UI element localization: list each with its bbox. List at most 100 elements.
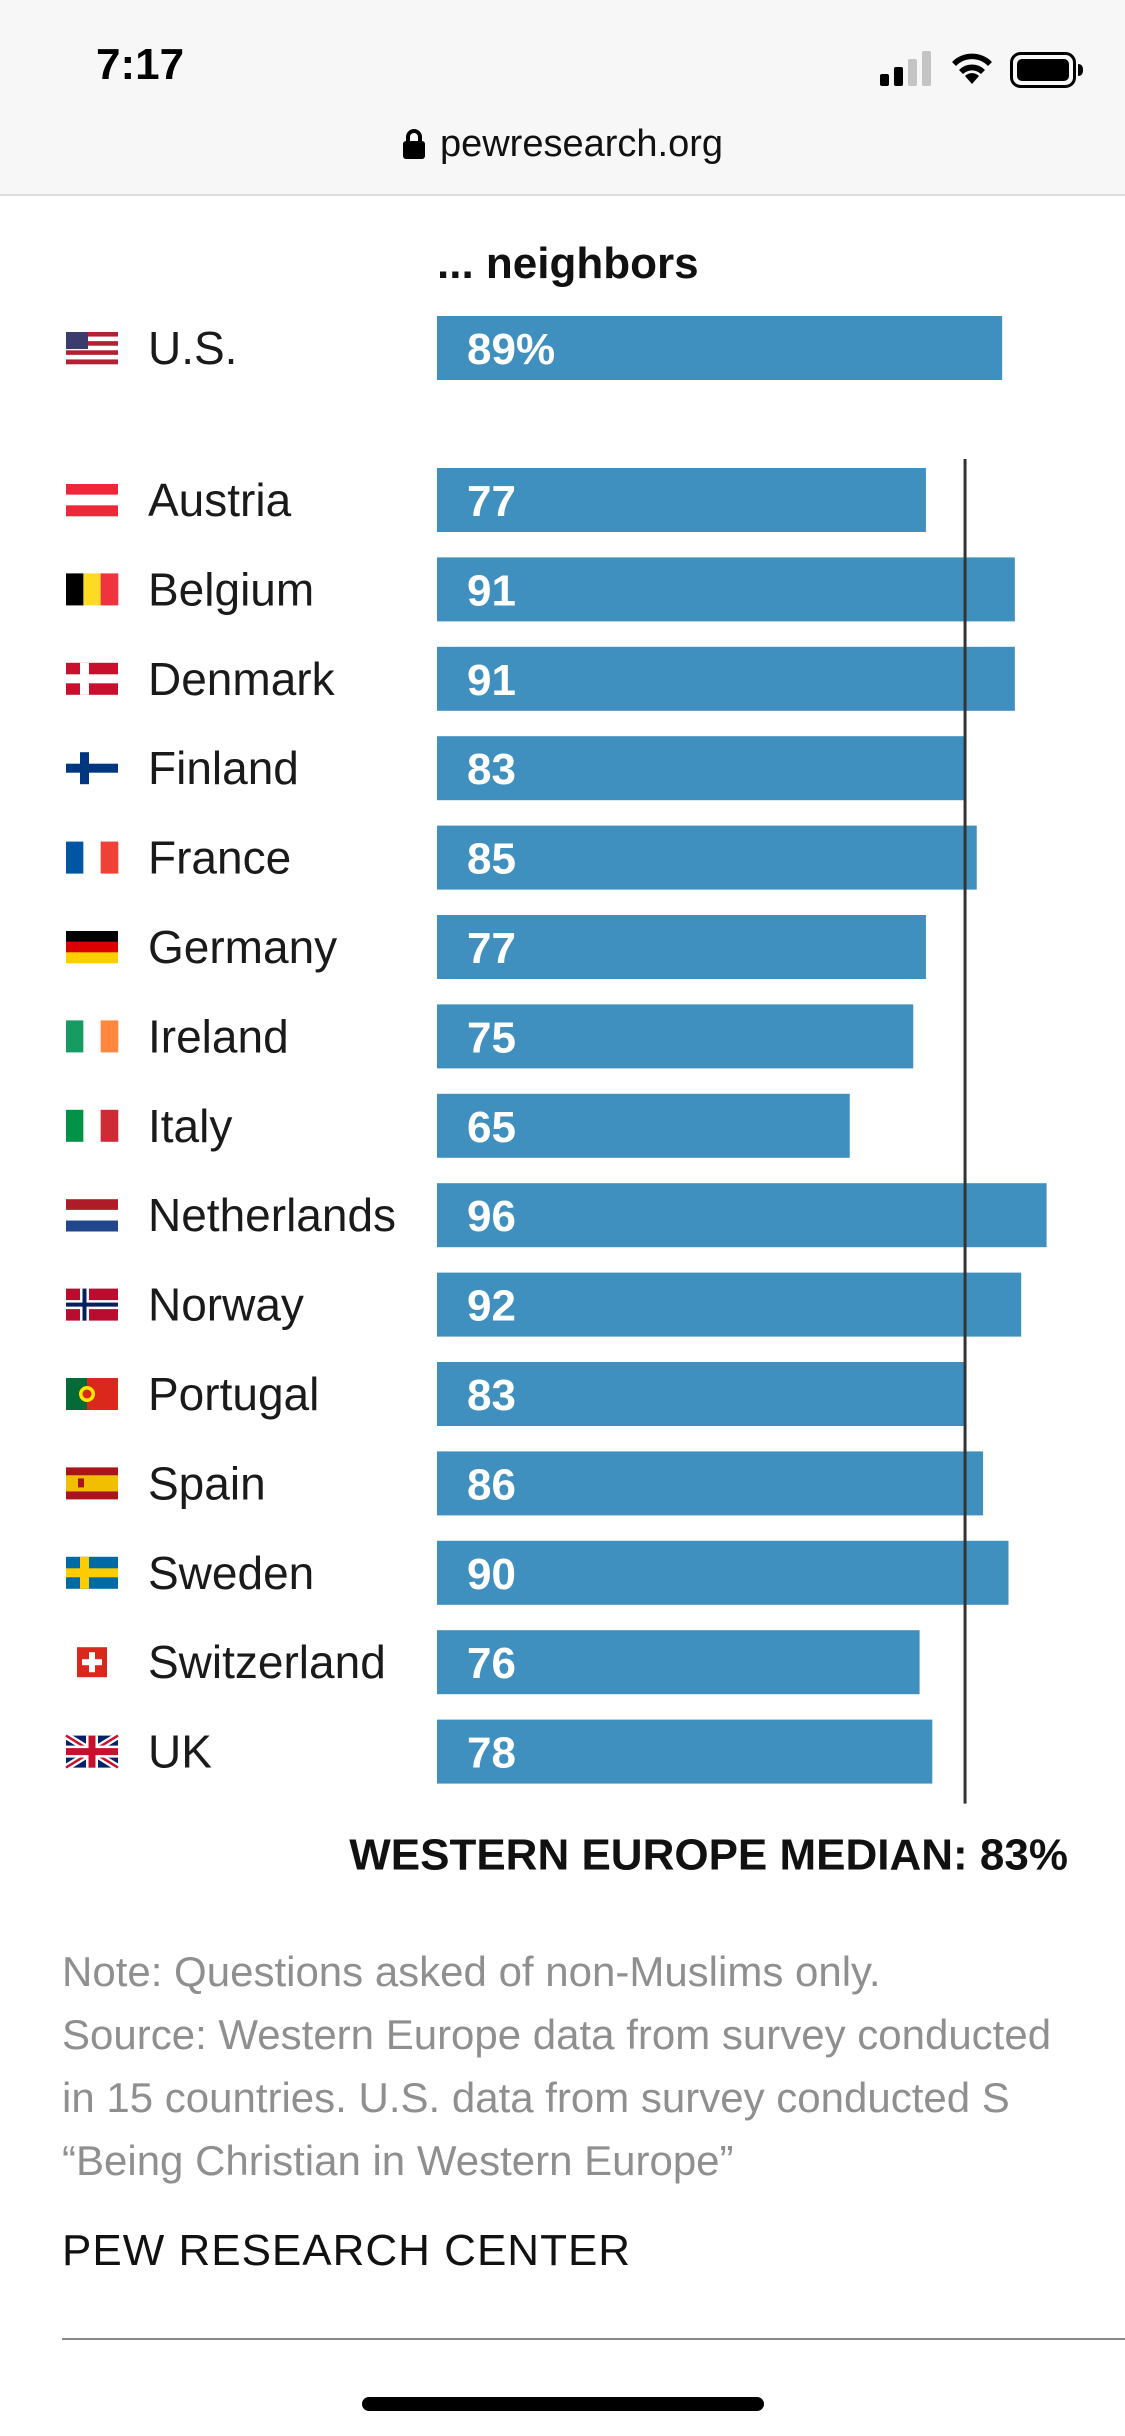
country-label: Italy	[148, 1100, 232, 1152]
bar-row-spain: Spain 86	[66, 1451, 984, 1516]
bar	[437, 1362, 965, 1426]
bar-value-label: 65	[467, 1103, 516, 1152]
austria-flag-icon	[66, 484, 118, 517]
country-label: Ireland	[148, 1010, 289, 1062]
organization-name: PEW RESEARCH CENTER	[62, 2226, 632, 2275]
country-label: Portugal	[148, 1368, 319, 1420]
ireland-flag-icon	[66, 1020, 119, 1053]
bar	[437, 1183, 1047, 1248]
status-time: 7:17	[96, 40, 185, 89]
bar	[437, 1272, 1022, 1337]
france-flag-icon	[66, 841, 119, 874]
bar-value-label: 91	[467, 566, 516, 615]
country-label: Finland	[148, 742, 299, 794]
url-text: pewresearch.org	[439, 122, 724, 165]
bar-row-france: France 85	[66, 825, 977, 890]
finland-flag-icon	[66, 752, 118, 785]
footer-divider	[62, 2338, 1125, 2340]
norway-flag-icon	[66, 1288, 118, 1321]
bar-row-italy: Italy 65	[66, 1093, 850, 1158]
portugal-flag-icon	[66, 1378, 118, 1410]
bar-row-ireland: Ireland 75	[66, 1004, 914, 1069]
bar	[437, 1451, 984, 1516]
uk-flag-icon	[64, 1732, 120, 1771]
bar-row-us: U.S. 89%	[66, 316, 1003, 380]
bar-value-label: 86	[467, 1460, 516, 1509]
bar-value-label: 77	[467, 477, 516, 526]
bar	[437, 646, 1015, 711]
source-line: in 15 countries. U.S. data from survey c…	[62, 2074, 1010, 2121]
note-line: Note: Questions asked of non-Muslims onl…	[62, 1948, 881, 1995]
country-label: Austria	[148, 474, 292, 526]
bar-value-label: 75	[467, 1013, 516, 1062]
bar-value-label: 76	[467, 1639, 516, 1688]
country-label: Spain	[148, 1457, 266, 1509]
denmark-flag-icon	[66, 662, 118, 695]
sweden-flag-icon	[66, 1556, 118, 1589]
column-header: ... neighbors	[437, 239, 699, 288]
bar-value-label: 83	[467, 1371, 516, 1420]
bar	[437, 736, 965, 801]
bar	[437, 915, 926, 979]
bar-value-label: 78	[467, 1729, 516, 1778]
country-label: U.S.	[148, 322, 237, 374]
source-title-link[interactable]: “Being Christian in Western Europe”	[62, 2137, 734, 2184]
bar-row-switzerland: Switzerland 76	[77, 1630, 920, 1695]
home-indicator[interactable]	[362, 2397, 764, 2411]
source-line: Source: Western Europe data from survey …	[62, 2011, 1052, 2058]
bar-value-label: 83	[467, 745, 516, 794]
country-label: Denmark	[148, 653, 336, 705]
bar	[437, 1004, 914, 1069]
switzerland-flag-icon	[77, 1647, 107, 1678]
bar	[437, 468, 926, 532]
bar	[437, 316, 1003, 380]
country-label: Norway	[148, 1279, 304, 1331]
bar-row-belgium: Belgium 91	[66, 557, 1015, 622]
italy-flag-icon	[66, 1109, 119, 1142]
country-label: Sweden	[148, 1547, 314, 1599]
bar-value-label: 85	[467, 835, 516, 884]
germany-flag-icon	[66, 931, 118, 964]
us-flag-icon	[66, 332, 118, 365]
battery-icon	[1010, 52, 1083, 88]
bar	[437, 1630, 920, 1695]
country-label: Germany	[148, 921, 337, 973]
bar-value-label: 89%	[467, 325, 555, 374]
median-label: WESTERN EUROPE MEDIAN: 83%	[349, 1831, 1068, 1880]
country-label: Netherlands	[148, 1189, 396, 1241]
bar-value-label: 91	[467, 656, 516, 705]
bar	[437, 557, 1015, 622]
country-label: Belgium	[148, 563, 314, 615]
address-bar[interactable]: pewresearch.org	[0, 116, 1125, 172]
cellular-signal-icon	[880, 51, 931, 86]
bar-row-austria: Austria 77	[66, 468, 926, 532]
bar-value-label: 90	[467, 1550, 516, 1599]
bar-row-norway: Norway 92	[66, 1272, 1022, 1337]
belgium-flag-icon	[66, 573, 119, 606]
bar	[437, 825, 977, 890]
bar	[437, 1093, 850, 1158]
bar-row-germany: Germany 77	[66, 915, 926, 979]
bar-value-label: 96	[467, 1192, 516, 1241]
wifi-icon	[952, 53, 992, 84]
bar-row-sweden: Sweden 90	[66, 1540, 1009, 1605]
netherlands-flag-icon	[66, 1199, 118, 1232]
country-label: France	[148, 832, 291, 884]
bar-row-finland: Finland 83	[66, 736, 965, 801]
chart-notes: Note: Questions asked of non-Muslims onl…	[62, 1940, 1125, 2192]
bar-row-denmark: Denmark 91	[66, 646, 1015, 711]
bar	[437, 1719, 933, 1784]
browser-top-bar: 7:17 pewresearch.org	[0, 0, 1125, 196]
bar-row-portugal: Portugal 83	[66, 1362, 965, 1426]
bar-row-netherlands: Netherlands 96	[66, 1183, 1047, 1248]
bar-value-label: 77	[467, 924, 516, 973]
bar	[437, 1540, 1009, 1605]
country-label: UK	[148, 1726, 212, 1778]
bar-row-uk: UK 78	[64, 1719, 933, 1784]
lock-icon	[402, 129, 425, 159]
bar-value-label: 92	[467, 1282, 516, 1331]
spain-flag-icon	[66, 1467, 118, 1500]
bar-chart: ... neighbors U.S. 89% Austria 77 Belgium 91 De…	[0, 196, 1125, 1896]
country-label: Switzerland	[148, 1636, 386, 1688]
